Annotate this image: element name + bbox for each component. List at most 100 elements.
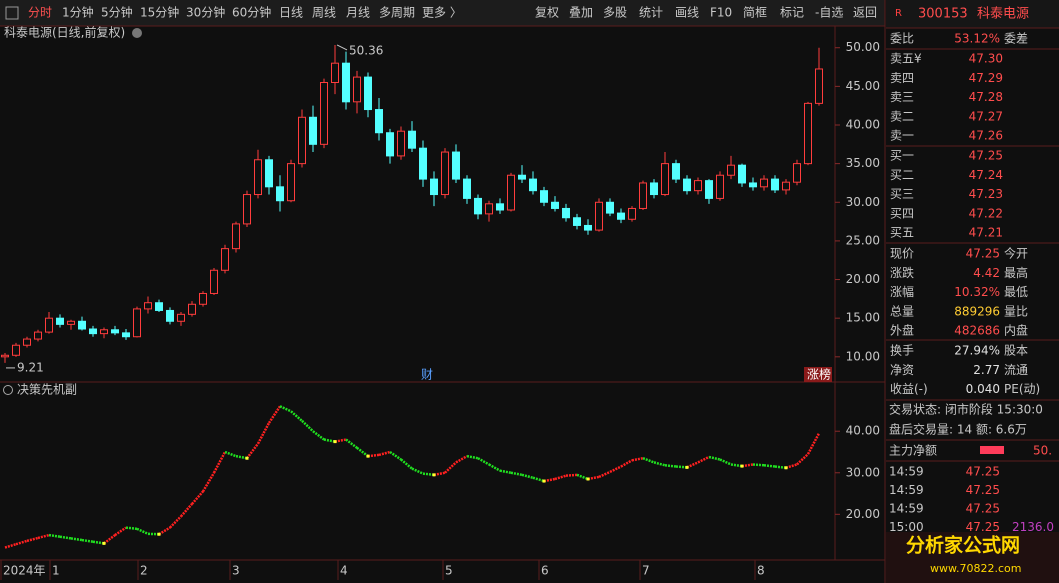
indicator-segment — [653, 461, 666, 467]
indicator-segment — [510, 471, 523, 477]
x-tick-label: 2 — [140, 564, 148, 578]
turn-dot — [740, 464, 744, 468]
toolbar-button[interactable]: 统计 — [639, 6, 663, 20]
indicator-segment — [103, 534, 116, 545]
candle-body — [485, 203, 493, 215]
quote-value: 47.23 — [969, 187, 1003, 201]
indicator-segment — [125, 526, 138, 531]
indicator-segment — [741, 463, 754, 468]
toolbar-button[interactable]: 月线 — [346, 6, 370, 20]
candle-body — [133, 308, 141, 338]
toolbar-button[interactable]: 15分钟 — [140, 5, 179, 20]
toolbar-button[interactable]: 画线 — [675, 6, 699, 20]
candle-body — [375, 109, 383, 134]
toolbar-button[interactable]: 60分钟 — [232, 5, 271, 20]
finance-tag[interactable]: 财 — [421, 368, 433, 382]
indicator-segment — [48, 533, 61, 538]
quote-label: 净资 — [890, 363, 914, 377]
candle-body — [111, 329, 119, 334]
quote-header — [886, 0, 1059, 28]
toolbar-button[interactable]: 多周期 — [379, 6, 415, 20]
candle-body — [540, 190, 548, 203]
toolbar-button[interactable]: 多股 — [603, 6, 627, 20]
candle-body — [760, 178, 768, 188]
indicator-icon[interactable] — [3, 385, 13, 395]
quote-label: 总量 — [890, 304, 914, 318]
toolbar-button[interactable]: 简框 — [743, 6, 767, 20]
trade-status: 交易状态: 闭市阶段 15:30:0 — [889, 402, 1043, 417]
toolbar-button[interactable]: 5分钟 — [101, 5, 133, 20]
indicator-segment — [15, 539, 28, 546]
indicator-segment — [169, 515, 182, 529]
indicator-segment — [620, 459, 633, 468]
x-tick-label: 3 — [232, 564, 240, 578]
x-tick-label: 2024年 — [3, 564, 46, 578]
toolbar-button[interactable]: 更多 〉 — [422, 6, 462, 20]
indicator-segment — [256, 422, 271, 445]
tick-price: 47.25 — [966, 502, 1000, 516]
quote-value: 47.21 — [969, 226, 1003, 240]
logo: 分析家公式网 — [906, 534, 1020, 557]
toolbar-button[interactable]: 30分钟 — [186, 5, 225, 20]
chart-title: 科泰电源(日线,前复权) — [4, 25, 125, 40]
tick-time: 14:59 — [889, 465, 924, 479]
candle-body — [320, 82, 328, 145]
y-tick-label: 35.00 — [846, 156, 880, 170]
menu-icon[interactable] — [5, 6, 19, 20]
toolbar-button[interactable]: 日线 — [279, 6, 303, 20]
candle-body — [12, 344, 20, 356]
candle-body — [67, 320, 75, 325]
quote-label: 流通 — [1004, 363, 1028, 377]
y-tick-label: 20.00 — [846, 272, 880, 286]
candle-body — [716, 174, 724, 199]
indicator-segment — [411, 467, 424, 475]
toolbar-button[interactable]: 分时 — [28, 6, 52, 20]
indicator-segment — [642, 457, 655, 464]
candle-body — [243, 194, 251, 225]
candle-body — [584, 224, 592, 231]
y-tick-label: 45.00 — [846, 79, 880, 93]
candle-body — [408, 130, 416, 149]
quote-label: 换手 — [890, 344, 914, 358]
toolbar-button[interactable]: -自选 — [815, 6, 843, 20]
indicator-segment — [554, 474, 567, 481]
toolbar-button[interactable]: 周线 — [312, 6, 336, 20]
quote-value: 4.42 — [973, 266, 1000, 280]
dropdown-icon[interactable] — [132, 28, 142, 38]
indicator-segment — [201, 472, 216, 493]
candle-body — [452, 151, 460, 180]
quote-value: 47.28 — [969, 90, 1003, 104]
indicator-segment — [235, 454, 248, 460]
x-tick-label: 1 — [52, 564, 60, 578]
indicator-segment — [433, 471, 446, 477]
rank-tag[interactable]: 涨榜 — [807, 367, 831, 382]
quote-value: 47.22 — [969, 206, 1003, 220]
tick-time: 15:00 — [889, 520, 924, 534]
x-tick-label: 5 — [445, 564, 453, 578]
turn-dot — [432, 473, 436, 477]
stock-code: 300153 — [918, 7, 968, 22]
quote-label: 卖三 — [890, 90, 914, 104]
toolbar-button[interactable]: 返回 — [853, 6, 877, 20]
toolbar-button[interactable]: 标记 — [780, 6, 804, 20]
indicator-segment — [290, 410, 303, 422]
max-label: 50.36 — [349, 43, 383, 57]
toolbar-button[interactable]: F10 — [710, 6, 732, 20]
after-hours: 盘后交易量: 14 额: 6.6万 — [889, 422, 1027, 437]
quote-value: 482686 — [954, 324, 1000, 338]
quote-value: 47.29 — [969, 71, 1003, 85]
candle-body — [34, 331, 42, 340]
indicator-segment — [477, 457, 490, 466]
candle-body — [474, 197, 482, 215]
candle-body — [617, 212, 625, 220]
toolbar-button[interactable]: 复权 — [535, 6, 559, 20]
badge: R — [895, 8, 902, 19]
stock-name: 科泰电源 — [977, 7, 1029, 22]
candle-body — [364, 76, 372, 111]
toolbar-button[interactable]: 叠加 — [569, 6, 593, 20]
indicator-segment — [345, 438, 358, 449]
tick-time: 14:59 — [889, 483, 924, 497]
indicator-segment — [334, 438, 347, 443]
indicator-segment — [212, 451, 227, 474]
toolbar-button[interactable]: 1分钟 — [62, 5, 94, 20]
